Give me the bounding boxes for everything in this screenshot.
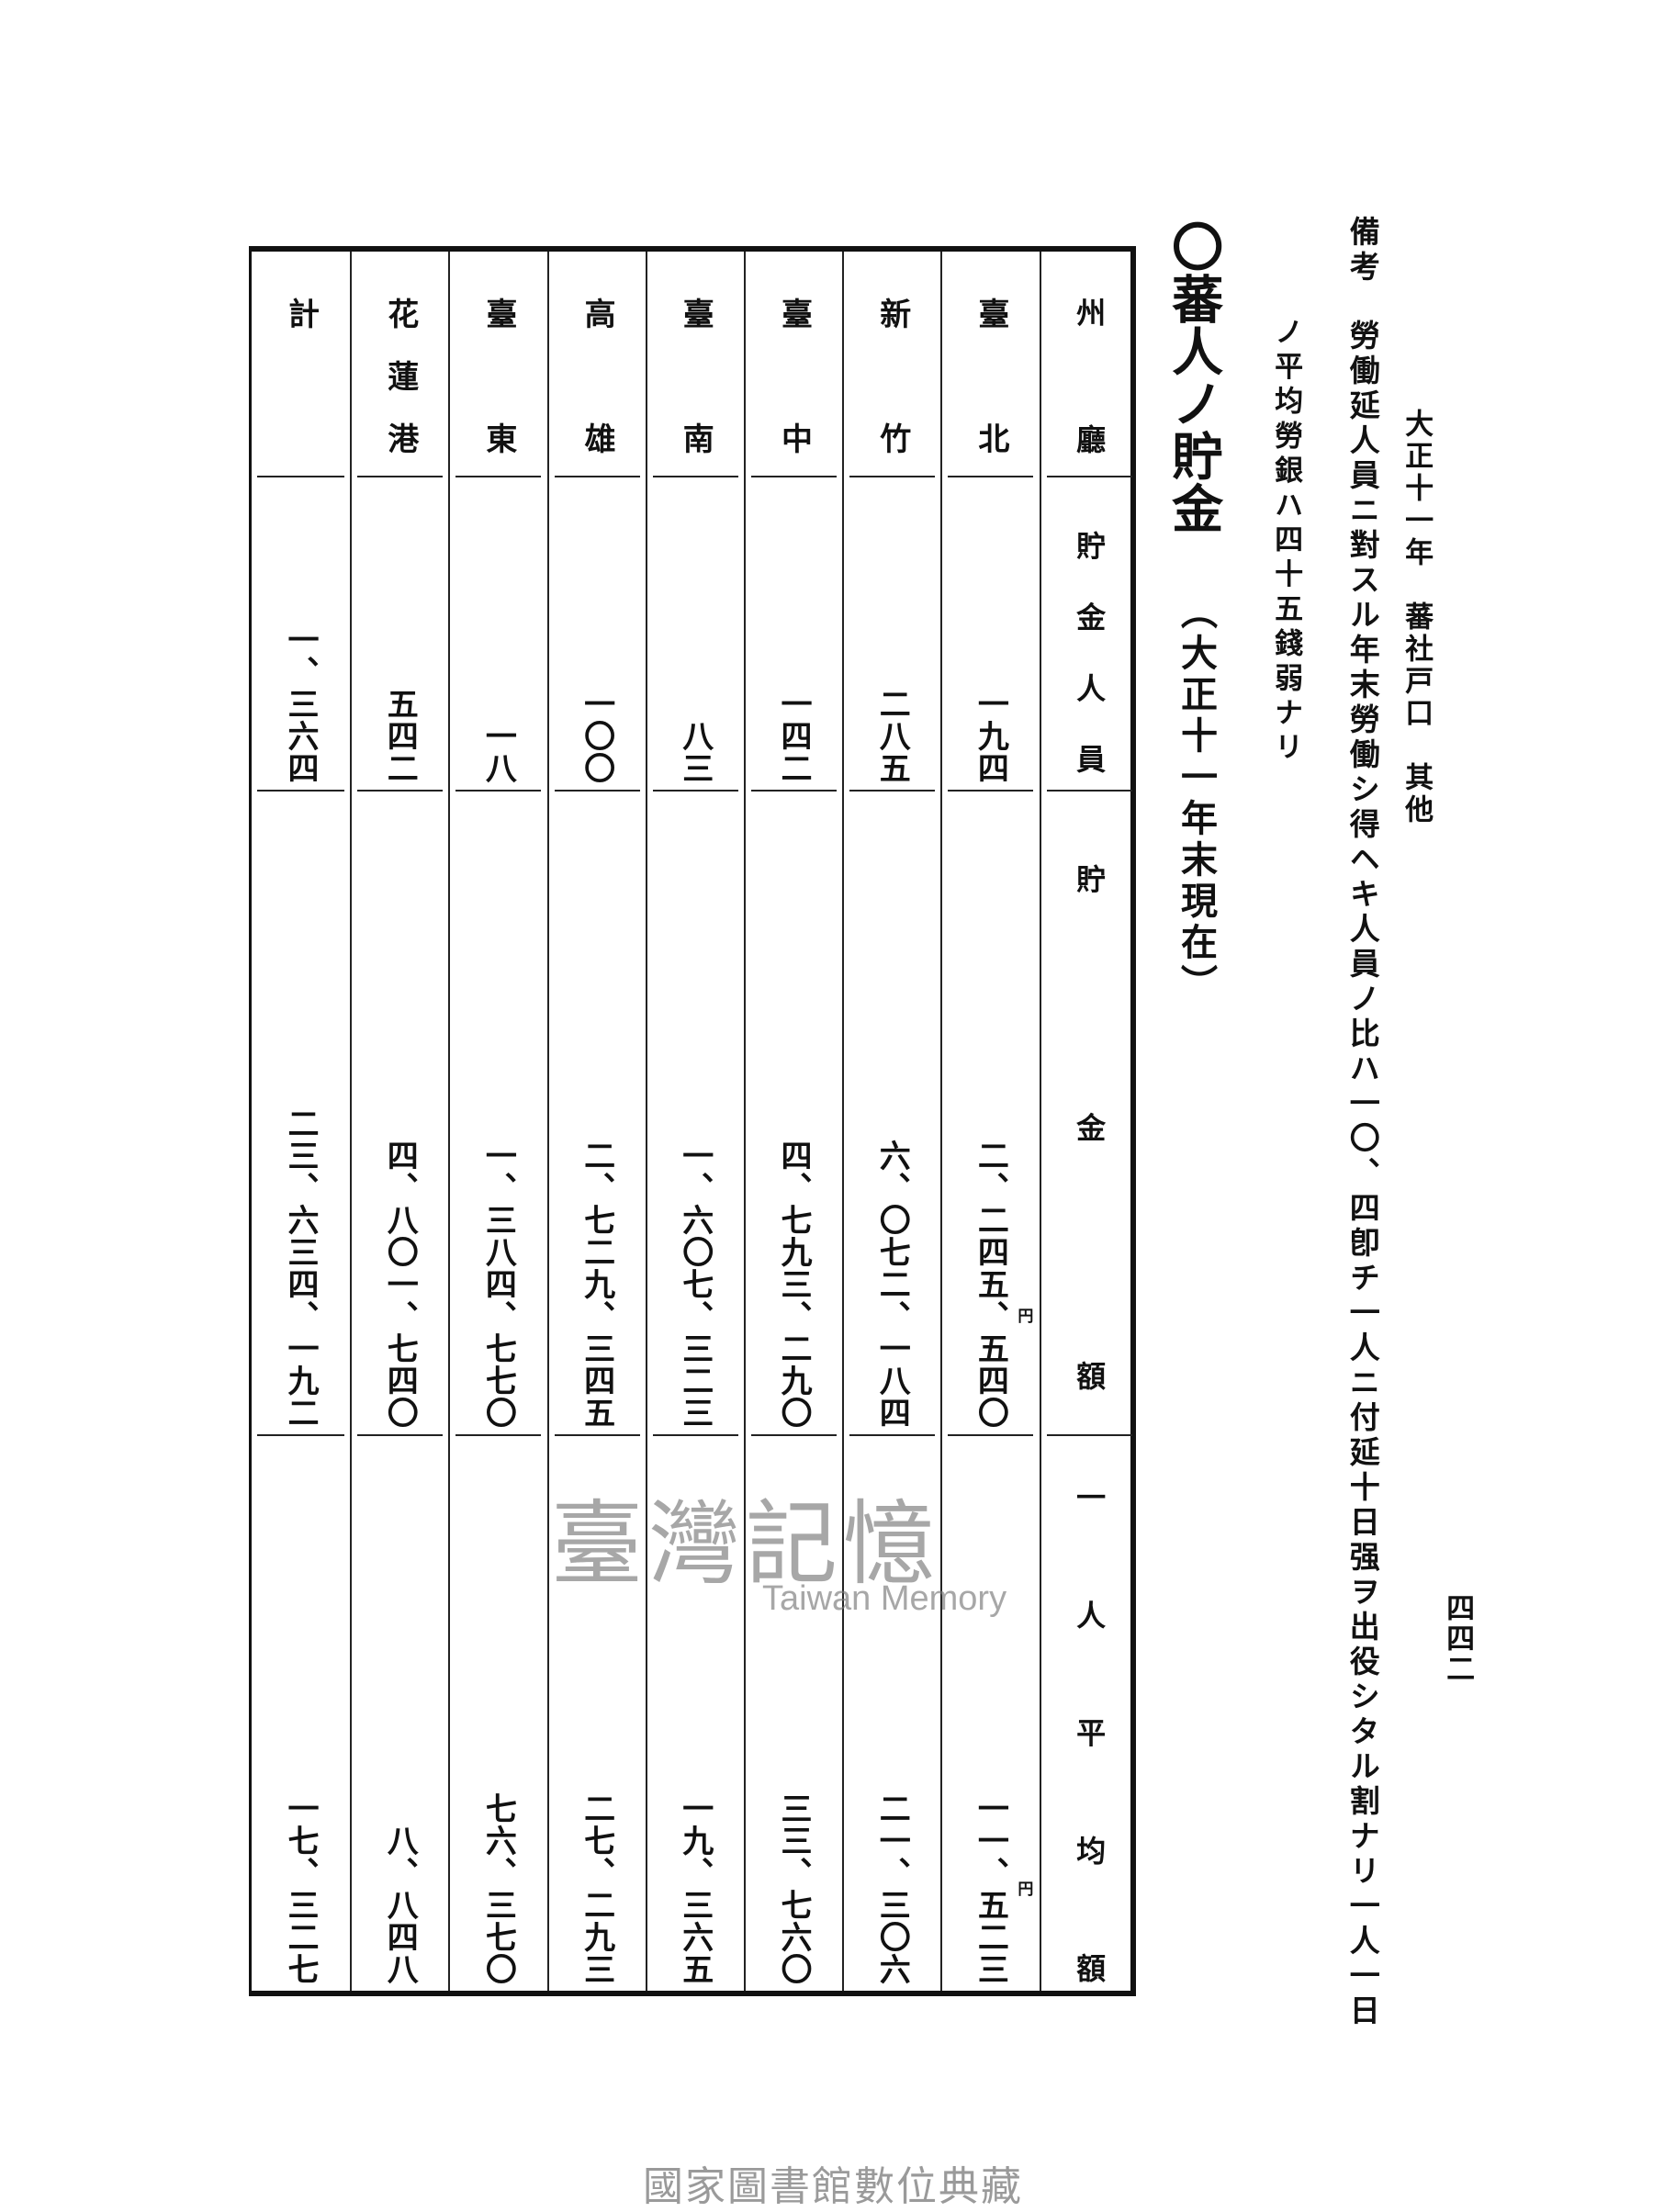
amount-value: 一、六〇七、三二三 [676,1140,714,1429]
region-name: 花蓮港 [381,298,419,485]
region-name: 臺中 [775,298,813,547]
amount-cell: 四、七九三、二九〇 [751,792,837,1436]
average-cell: 二一、三〇六 [849,1436,935,1991]
note-text-line-1: 勞働延人員ニ對スル年末勞働シ得ヘキ人員ノ比ハ一〇、四卽チ一人ニ付延十日强ヲ出役シ… [1344,320,1381,2029]
average-cell: 八、八四八 [357,1436,443,1991]
amount-cell: 六、〇七二、一八四 [849,792,936,1436]
table-column: 臺東一八一、三八四、七七〇七六、三七〇 [448,252,546,1991]
amount-cell: 二、二四五、五四〇円 [948,792,1034,1436]
savings-table: 州廳 貯金人員 貯金額 一人平均額 臺北 一九四 二、二四五、五四〇円一一、五二三円新竹 二八… [249,246,1138,2071]
header-label-region: 州廳 [1072,298,1108,551]
watermark-chinese: 臺灣記憶 [551,1490,940,1598]
section-subtitle: （大正十一年末現在） [1175,592,1218,1005]
region-name: 新竹 [873,298,911,547]
table-column: 計一、三六四二三、六三四、一九二一七、三二七 [252,252,350,1991]
table-column: 花蓮港五四二四、八〇一、七四〇八、八四八 [350,252,448,1991]
average-cell: 三三、七六〇 [751,1436,837,1991]
average-cell: 一一、五二三円 [948,1436,1033,1991]
region-cell: 高雄 [554,252,640,547]
average-value: 二一、三〇六 [873,1792,911,1985]
table-column: 高雄一〇〇二、七二九、三四五二七、二九三 [546,252,646,1991]
savers-cell: 一八 [455,477,542,792]
amount-value: 一、三八四、七七〇 [479,1140,517,1429]
amount-value: 二、二四五、五四〇 [972,1140,1009,1429]
header-label-savers: 貯金人員 [1072,531,1108,815]
section-title: 〇蕃人ノ貯金 [1163,220,1224,534]
region-cell: 臺南 [652,252,738,547]
savers-cell: 八三 [652,477,738,792]
savers-value: 二八五 [873,688,911,784]
savers-cell: 五四二 [357,477,444,792]
amount-value: 四、七九三、二九〇 [775,1140,812,1429]
average-value: 一七、三二七 [282,1792,319,1985]
currency-unit: 円 [1018,1881,1034,1899]
region-name: 臺南 [677,298,714,547]
average-value: 七六、三七〇 [479,1792,517,1985]
watermark-english: Taiwan Memory [762,1579,1007,1618]
region-cell: 新竹 [849,252,936,547]
header-label-average: 一人平均額 [1072,1482,1108,2072]
amount-value: 六、〇七二、一八四 [873,1140,911,1429]
average-value: 一九、三六五 [676,1792,714,1985]
table-column: 新竹二八五六、〇七二、一八四二一、三〇六 [842,252,940,1991]
savers-value: 一〇〇 [578,688,615,784]
average-cell: 一九、三六五 [653,1436,738,1991]
amount-cell: 一、六〇七、三二三 [652,792,738,1436]
table-column: 臺南八三一、六〇七、三二三一九、三六五 [645,252,744,1991]
average-value: 二七、二九三 [578,1792,615,1985]
savers-cell: 一九四 [948,477,1034,792]
savers-value: 一四二 [775,688,812,784]
note-text-line-2: ノ平均勞銀ハ四十五錢弱ナリ [1269,317,1303,768]
amount-cell: 四、八〇一、七四〇 [357,792,444,1436]
savers-value: 五四二 [381,688,419,784]
header-column: 州廳 貯金人員貯金額 一人平均額 [1039,252,1138,2071]
average-value: 一一、五二三 [972,1792,1009,1985]
savers-cell: 一、三六四 [257,477,344,792]
region-cell: 臺北 [948,252,1034,547]
region-name: 臺北 [972,298,1009,547]
header-cell-amount: 貯金額 [1046,792,1132,1610]
amount-value: 二三、六三四、一九二 [282,1107,319,1429]
amount-value: 二、七二九、三四五 [578,1140,615,1429]
table-column: 臺中一四二四、七九三、二九〇三三、七六〇 [744,252,842,1991]
region-cell: 臺東 [455,252,542,547]
library-footer: 國家圖書館數位典藏 [643,2163,1023,2210]
savers-value: 一、三六四 [282,623,319,784]
savers-cell: 一四二 [751,477,837,792]
header-cell-average: 一人平均額 [1047,1436,1132,2071]
savers-cell: 一〇〇 [554,477,640,792]
savers-value: 一九四 [972,688,1009,784]
header-cell-region: 州廳 [1046,252,1132,551]
table-column: 臺北 一九四 二、二四五、五四〇円一一、五二三円 [940,252,1039,1991]
amount-cell: 二、七二九、三四五 [554,792,640,1436]
region-cell: 花蓮港 [357,252,444,485]
header-label-amount: 貯金額 [1072,864,1108,1610]
amount-value: 四、八〇一、七四〇 [381,1140,419,1429]
region-cell: 計 [257,252,344,477]
savers-value: 八三 [676,720,714,784]
amount-cell: 二三、六三四、一九二 [257,792,344,1436]
average-value: 三三、七六〇 [775,1792,812,1985]
region-name: 臺東 [479,298,517,547]
region-cell: 臺中 [751,252,837,547]
note-label: 備考 [1344,216,1381,286]
savers-value: 一八 [479,720,517,784]
region-name: 計 [282,298,320,329]
region-name: 高雄 [579,298,616,547]
amount-cell: 一、三八四、七七〇 [455,792,542,1436]
header-cell-savers: 貯金人員 [1046,477,1132,814]
savers-cell: 二八五 [849,477,936,792]
average-value: 八、八四八 [381,1825,419,1985]
average-cell: 七六、三七〇 [455,1436,541,1991]
taiwan-memory-watermark: 臺灣記憶 Taiwan Memory [551,1469,1029,1634]
average-cell: 一七、三二七 [257,1436,344,1991]
page-number: 四四二 [1441,1593,1475,1684]
average-cell: 二七、二九三 [555,1436,640,1991]
currency-unit: 円 [1018,1308,1034,1326]
running-head: 大正十一年 蕃社戸口 其他 [1400,409,1434,826]
